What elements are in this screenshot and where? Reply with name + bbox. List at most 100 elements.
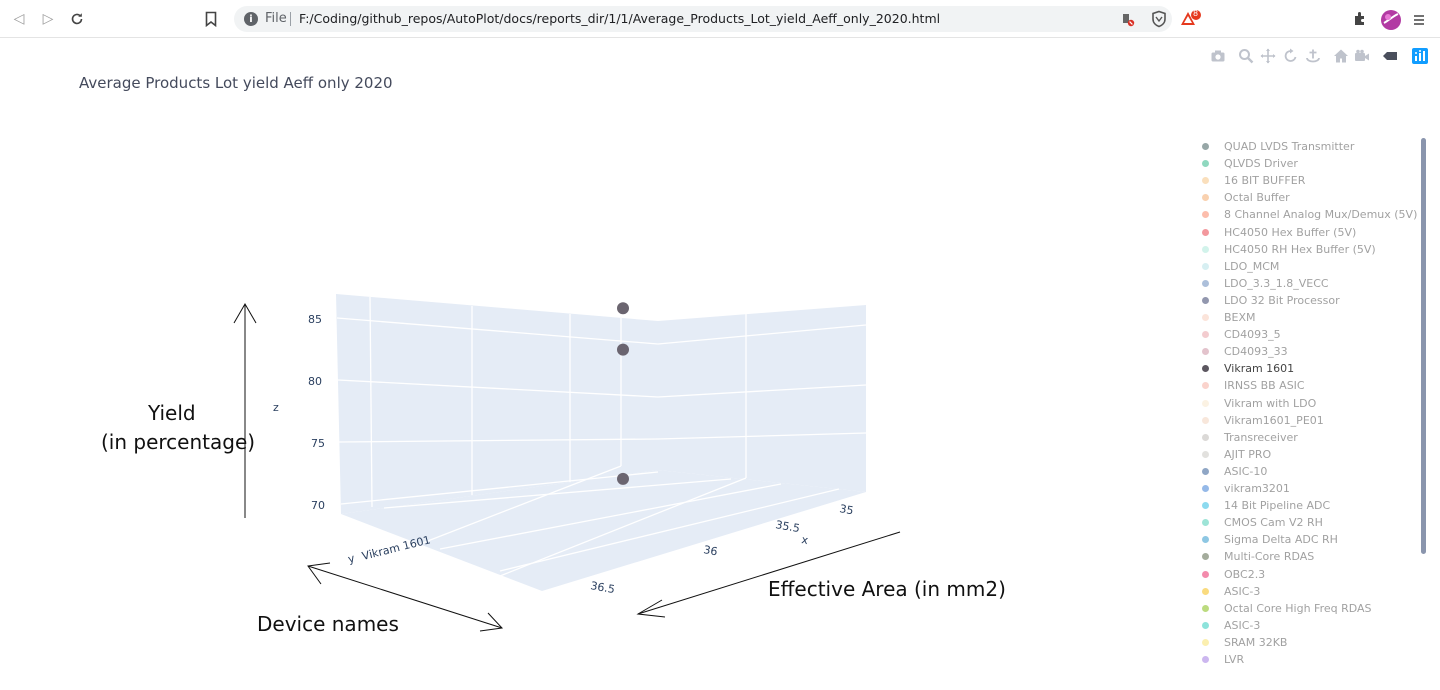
legend-label: HC4050 RH Hex Buffer (5V): [1224, 242, 1376, 256]
legend-marker: [1202, 194, 1209, 202]
y-ticks: Vikram 1601 y: [347, 533, 432, 566]
hover-toggle-icon[interactable]: [1382, 48, 1398, 64]
legend-label: 16 BIT BUFFER: [1224, 174, 1306, 188]
forward-icon[interactable]: ▷: [42, 11, 54, 27]
legend-item[interactable]: vikram3201: [1196, 480, 1290, 497]
site-info-icon[interactable]: i: [244, 12, 258, 26]
legend-item[interactable]: Octal Buffer: [1196, 189, 1290, 206]
legend-item[interactable]: Vikram with LDO: [1196, 395, 1316, 412]
device-names-arrow: [307, 565, 503, 629]
plot-modebar: [1208, 48, 1433, 64]
legend-item[interactable]: Vikram 1601: [1196, 360, 1294, 377]
legend-item[interactable]: 16 BIT BUFFER: [1196, 172, 1305, 189]
legend-item[interactable]: ASIC-10: [1196, 463, 1267, 480]
legend-label: Octal Buffer: [1224, 191, 1290, 205]
reset-camera-icon[interactable]: [1333, 48, 1349, 64]
last-save-camera-icon[interactable]: [1354, 48, 1370, 64]
legend-label: CD4093_5: [1224, 328, 1281, 342]
legend-label: Vikram with LDO: [1224, 396, 1317, 410]
data-point[interactable]: [617, 343, 629, 356]
legend-item[interactable]: CD4093_5: [1196, 326, 1281, 343]
legend-item[interactable]: Octal Core High Freq RDAS: [1196, 600, 1372, 617]
z-ticks: 85 80 75 70 z: [273, 313, 325, 512]
z-tick-70: 70: [311, 499, 325, 512]
data-point[interactable]: [617, 472, 629, 485]
url-text[interactable]: F:/Coding/github_repos/AutoPlot/docs/rep…: [299, 11, 941, 26]
z-tick-75: 75: [311, 437, 325, 450]
legend-item[interactable]: CMOS Cam V2 RH: [1196, 514, 1323, 531]
legend-label: ASIC-10: [1224, 464, 1268, 478]
legend-item[interactable]: HC4050 Hex Buffer (5V): [1196, 224, 1356, 241]
legend-scrollbar[interactable]: [1421, 138, 1426, 554]
legend-marker: [1202, 416, 1209, 424]
orbit-rotation-icon[interactable]: [1283, 48, 1299, 64]
legend-item[interactable]: AJIT PRO: [1196, 446, 1271, 463]
effective-area-annotation: Effective Area (in mm2): [768, 577, 1006, 601]
back-icon[interactable]: ◁: [13, 11, 25, 27]
address-bar[interactable]: i File F:/Coding/github_repos/AutoPlot/d…: [234, 6, 1172, 32]
legend-item[interactable]: LVR: [1196, 651, 1244, 668]
zoom-icon[interactable]: [1238, 48, 1254, 64]
legend-item[interactable]: Sigma Delta ADC RH: [1196, 531, 1338, 548]
pan-icon[interactable]: [1260, 48, 1276, 64]
legend-item[interactable]: IRNSS BB ASIC: [1196, 377, 1305, 394]
url-scheme-label: File: [265, 11, 287, 26]
legend-label: 8 Channel Analog Mux/Demux (5V): [1224, 208, 1418, 222]
plotly-logo-icon[interactable]: [1412, 48, 1428, 64]
legend-item[interactable]: Multi-Core RDAS: [1196, 548, 1314, 565]
legend-marker: [1202, 262, 1209, 270]
legend-item[interactable]: CD4093_33: [1196, 343, 1288, 360]
profile-avatar[interactable]: [1381, 10, 1401, 30]
menu-icon[interactable]: [1412, 12, 1430, 30]
plot-title: Average Products Lot yield Aeff only 202…: [79, 74, 393, 92]
legend-label: ASIC-3: [1224, 584, 1261, 598]
legend-item[interactable]: Vikram1601_PE01: [1196, 412, 1324, 429]
legend-label: IRNSS BB ASIC: [1224, 379, 1305, 393]
blocked-content-icon[interactable]: [1121, 12, 1135, 31]
effective-area-arrow: [637, 531, 901, 615]
legend-item[interactable]: 8 Channel Analog Mux/Demux (5V): [1196, 206, 1417, 223]
legend-marker: [1202, 467, 1209, 475]
legend-label: Vikram1601_PE01: [1224, 413, 1324, 427]
legend-marker: [1202, 348, 1209, 356]
brave-shield-icon[interactable]: [1150, 10, 1168, 28]
legend-label: SRAM 32KB: [1224, 635, 1288, 649]
x-tick-35: 35: [838, 502, 854, 517]
legend-marker: [1202, 331, 1209, 339]
legend-label: HC4050 Hex Buffer (5V): [1224, 225, 1357, 239]
device-names-annotation: Device names: [257, 612, 399, 636]
legend-marker: [1202, 279, 1209, 287]
legend-item[interactable]: QUAD LVDS Transmitter: [1196, 138, 1354, 155]
legend-item[interactable]: LDO_3.3_1.8_VECC: [1196, 275, 1329, 292]
legend-item[interactable]: ASIC-3: [1196, 617, 1260, 634]
legend-item[interactable]: 14 Bit Pipeline ADC: [1196, 497, 1330, 514]
legend-item[interactable]: LDO 32 Bit Processor: [1196, 292, 1340, 309]
legend-marker: [1202, 638, 1209, 646]
brave-rewards-icon[interactable]: 8: [1180, 9, 1201, 28]
legend-item[interactable]: ASIC-3: [1196, 583, 1260, 600]
extensions-icon[interactable]: [1353, 10, 1371, 28]
data-point[interactable]: [617, 302, 629, 315]
legend-label: Multi-Core RDAS: [1224, 550, 1315, 564]
legend-item[interactable]: BEXM: [1196, 309, 1256, 326]
rewards-badge: 8: [1193, 9, 1199, 18]
legend-item[interactable]: SRAM 32KB: [1196, 634, 1287, 651]
camera-icon[interactable]: [1210, 48, 1226, 64]
legend-marker: [1202, 211, 1209, 219]
reload-icon[interactable]: [67, 9, 87, 29]
z-tick-85: 85: [308, 313, 322, 326]
turntable-rotation-icon[interactable]: [1305, 48, 1321, 64]
legend-item[interactable]: Transreceiver: [1196, 429, 1298, 446]
yield-annotation-line1: Yield: [148, 401, 196, 425]
legend-item[interactable]: OBC2.3: [1196, 566, 1265, 583]
legend-label: vikram3201: [1224, 482, 1290, 495]
legend-marker: [1202, 502, 1209, 510]
legend-marker: [1202, 382, 1209, 390]
legend-item[interactable]: LDO_MCM: [1196, 258, 1279, 275]
x-axis-title: x: [800, 533, 809, 547]
bookmark-icon[interactable]: [205, 11, 219, 28]
legend-item[interactable]: HC4050 RH Hex Buffer (5V): [1196, 241, 1376, 258]
legend-label: OBC2.3: [1224, 567, 1266, 581]
legend-item[interactable]: QLVDS Driver: [1196, 155, 1298, 172]
